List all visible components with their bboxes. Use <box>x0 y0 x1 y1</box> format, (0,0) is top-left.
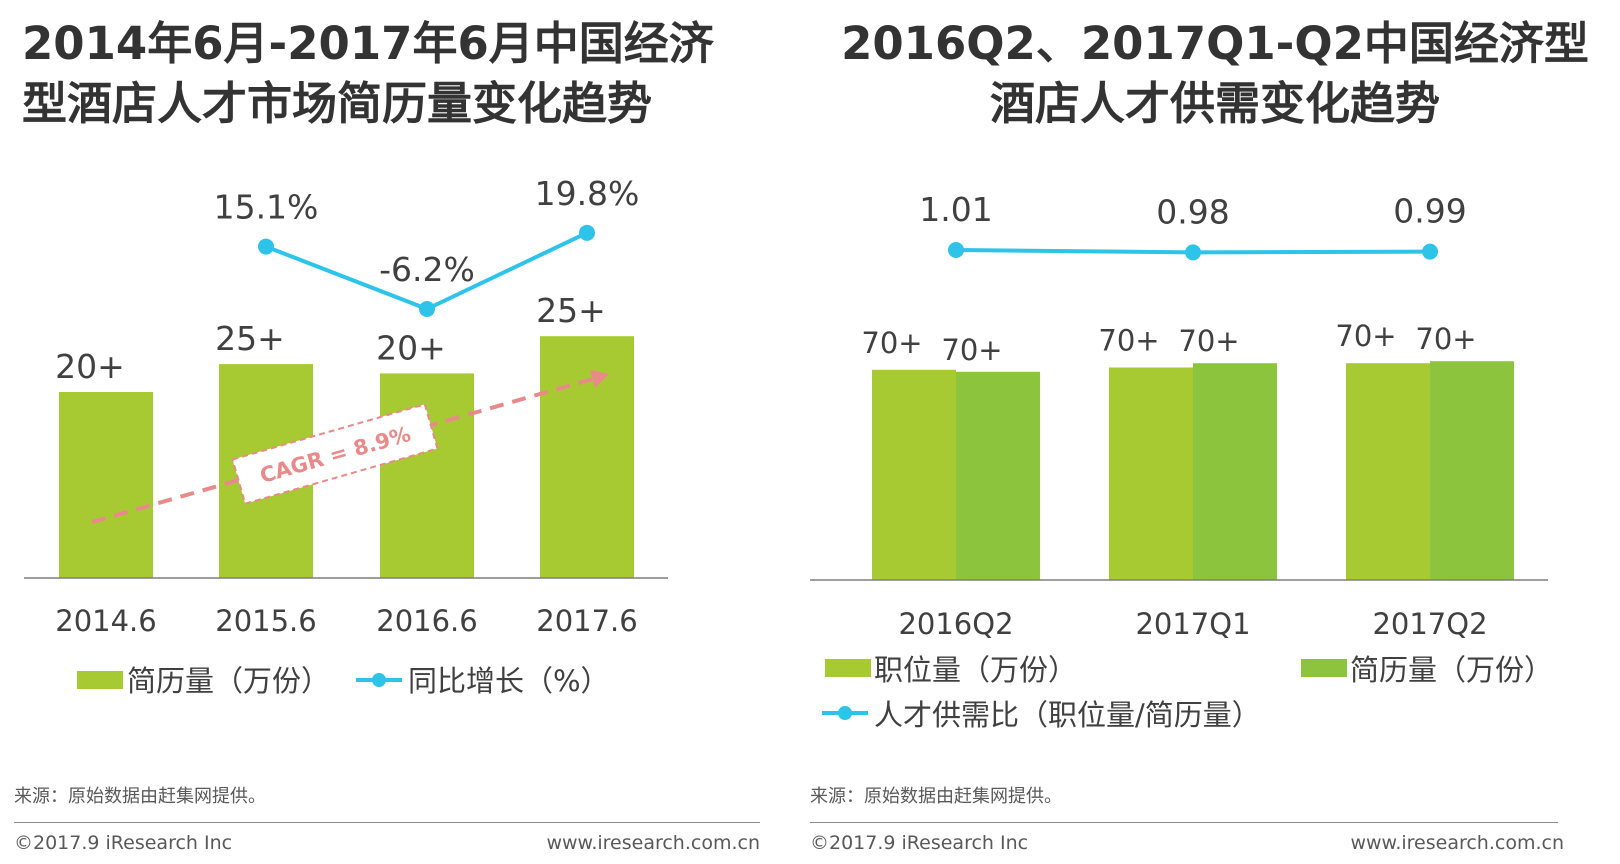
left-chart-panel: 2014年6月-2017年6月中国经济 型酒店人才市场简历量变化趋势 20+ 25… <box>0 0 790 864</box>
left-copyright: ©2017.9 iResearch Inc <box>14 832 233 854</box>
resume-bar-2016Q2 <box>956 371 1040 580</box>
legend-ratio-label: 人才供需比（职位量/简历量） <box>874 698 1261 732</box>
growth-point-2017.6 <box>579 224 595 241</box>
right-chart-title: 2016Q2、2017Q1-Q2中国经济型 酒店人才供需变化趋势 <box>810 14 1620 134</box>
legend-line-marker <box>372 673 386 687</box>
ratio-label-2017Q1: 0.98 <box>1156 192 1229 231</box>
growth-point-2016.6 <box>419 301 435 317</box>
legend-bar-label: 简历量（万份） <box>127 664 330 698</box>
job-bar-label-2016Q2: 70+ <box>861 326 922 360</box>
bar-label-2016.6: 20+ <box>376 328 446 367</box>
x-tick-2016Q2: 2016Q2 <box>898 607 1013 641</box>
cagr-box-frame <box>231 403 439 505</box>
bar-2017.6 <box>540 336 634 578</box>
bar-2016.6 <box>380 373 474 578</box>
bar-label-2014.6: 20+ <box>55 347 125 386</box>
legend-ratio-marker <box>838 706 852 720</box>
right-footer-rule <box>810 822 1558 823</box>
right-title-line2: 酒店人才供需变化趋势 <box>989 77 1440 130</box>
right-chart-svg: 70+ 70+ 2016Q2 70+ 70+ 2017Q1 70+ 70+ 2017Q2 1.01… <box>810 190 1553 732</box>
x-tick-2017Q1: 2017Q1 <box>1135 607 1250 641</box>
growth-label-2015.6: 15.1% <box>214 188 319 227</box>
left-chart-title: 2014年6月-2017年6月中国经济 型酒店人才市场简历量变化趋势 <box>22 14 790 134</box>
bar-label-2015.6: 25+ <box>215 319 285 358</box>
bar-2014.6 <box>59 392 153 578</box>
growth-point-2015.6 <box>258 238 274 255</box>
left-website: www.iresearch.com.cn <box>546 832 760 854</box>
cagr-arrow-head <box>590 370 609 388</box>
legend-job-swatch <box>825 659 871 677</box>
legend-bar-swatch <box>77 671 123 689</box>
resume-bar-2017Q2 <box>1430 361 1514 580</box>
x-tick-2017Q2: 2017Q2 <box>1372 607 1487 641</box>
left-source-note: 来源：原始数据由赶集网提供。 <box>14 786 266 807</box>
growth-label-2016.6: -6.2% <box>379 250 475 289</box>
bar-label-2017.6: 25+ <box>536 291 606 330</box>
right-copyright: ©2017.9 iResearch Inc <box>810 832 1029 854</box>
right-title-line1: 2016Q2、2017Q1-Q2中国经济型 <box>841 17 1589 70</box>
ratio-point-2017Q2 <box>1422 243 1438 260</box>
legend-resume-label: 简历量（万份） <box>1350 653 1553 687</box>
job-bar-2017Q2 <box>1346 363 1430 580</box>
right-source-note: 来源：原始数据由赶集网提供。 <box>810 786 1062 807</box>
job-bar-label-2017Q2: 70+ <box>1335 319 1396 353</box>
left-chart-svg: 20+ 25+ 20+ 25+ 2014.6 2015.6 2016.6 2017.6 15.1… <box>24 174 668 698</box>
left-title-line2: 型酒店人才市场简历量变化趋势 <box>22 77 653 130</box>
left-footer-rule <box>14 822 760 823</box>
job-bar-2017Q1 <box>1109 367 1193 580</box>
cagr-annotation: CAGR = 8.9% <box>91 370 609 524</box>
left-title-line1: 2014年6月-2017年6月中国经济 <box>22 17 714 70</box>
ratio-label-2017Q2: 0.99 <box>1393 192 1466 231</box>
ratio-label-2016Q2: 1.01 <box>919 190 992 229</box>
legend-resume-swatch <box>1301 659 1347 677</box>
x-tick-2014.6: 2014.6 <box>55 604 156 638</box>
x-tick-2015.6: 2015.6 <box>215 604 316 638</box>
legend-job-label: 职位量（万份） <box>874 653 1077 687</box>
growth-label-2017.6: 19.8% <box>535 174 640 213</box>
job-bar-label-2017Q1: 70+ <box>1098 324 1159 358</box>
right-website: www.iresearch.com.cn <box>1350 832 1564 854</box>
job-bar-2016Q2 <box>872 369 956 580</box>
legend-line-label: 同比增长（%） <box>408 664 610 698</box>
resume-bar-2017Q1 <box>1193 363 1277 580</box>
resume-bar-label-2017Q2: 70+ <box>1415 322 1476 356</box>
resume-bar-label-2016Q2: 70+ <box>941 333 1002 367</box>
x-tick-2016.6: 2016.6 <box>376 604 477 638</box>
x-tick-2017.6: 2017.6 <box>536 604 637 638</box>
ratio-point-2017Q1 <box>1185 244 1201 261</box>
resume-bar-label-2017Q1: 70+ <box>1178 324 1239 358</box>
ratio-point-2016Q2 <box>948 242 964 258</box>
right-chart-panel: 2016Q2、2017Q1-Q2中国经济型 酒店人才供需变化趋势 70+ 70+ 2… <box>810 0 1620 864</box>
